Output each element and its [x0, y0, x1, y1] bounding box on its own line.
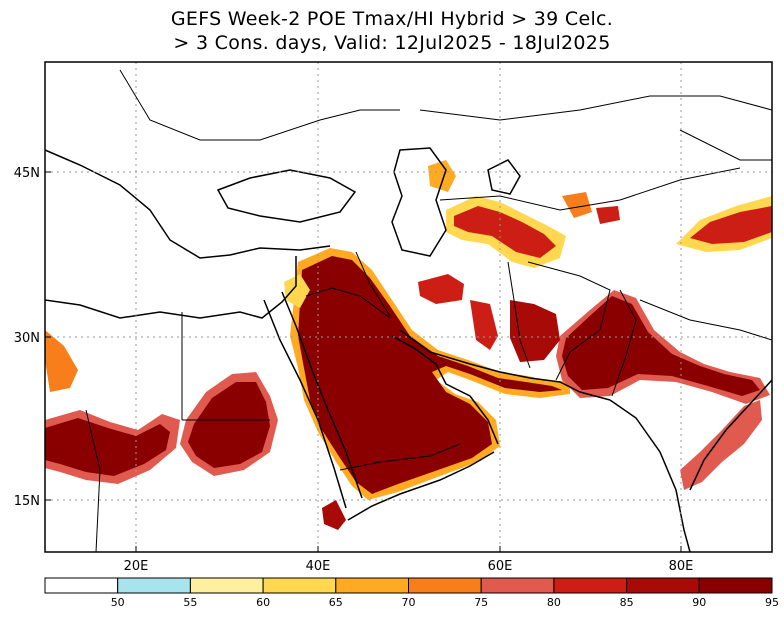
lat-label-30n: 30N: [14, 331, 40, 346]
chart-title-line-2: > 3 Cons. days, Valid: 12Jul2025 - 18Jul…: [173, 32, 611, 54]
colorbar-label-60: 60: [256, 596, 270, 609]
persian-gulf: [391, 335, 499, 445]
lat-label-45n: 45N: [14, 166, 40, 181]
colorbar-label-90: 90: [692, 596, 706, 609]
kazakh-spot-2: [596, 206, 620, 224]
border-russia-kazakh: [419, 95, 772, 121]
map-frame: [44, 61, 773, 553]
red-sea-west: [263, 299, 347, 509]
colorbar-swatch-9: [698, 577, 773, 594]
india-east-coast-line: [689, 379, 772, 491]
arabia-south-coast: [347, 451, 495, 521]
colorbar-label-85: 85: [620, 596, 634, 609]
sudan-core: [188, 382, 270, 468]
black-sea-coast: [216, 169, 357, 223]
colorbar-swatch-4: [335, 577, 409, 594]
arabia-core: [298, 256, 562, 494]
border-china-india: [639, 299, 772, 341]
border-chad: [85, 409, 101, 552]
chad-core: [45, 418, 170, 476]
mediterranean-south-coast: [45, 256, 297, 319]
color-scale-legend: 50 55 60 65 70 75 80 85 90 95: [44, 577, 779, 609]
lon-label-40e: 40E: [306, 559, 331, 574]
colorbar-swatch-0: [44, 577, 119, 594]
levant-spot: [284, 274, 310, 308]
kazakh-spot: [562, 192, 592, 218]
balkan-coast: [45, 149, 331, 259]
sw-afghan-cell: [510, 300, 560, 362]
colorbar-label-55: 55: [183, 596, 197, 609]
red-sea-east: [281, 291, 363, 499]
colorbar-swatch-8: [626, 577, 700, 594]
iran-south-coast: [399, 329, 611, 401]
graticule: [45, 62, 772, 552]
caspian-sea: [391, 147, 447, 257]
lon-label-60e: 60E: [488, 559, 513, 574]
border-iran-afghan: [507, 261, 531, 369]
india-west-coast: [609, 399, 691, 552]
colorbar-swatch-5: [408, 577, 482, 594]
border-mongolia: [679, 129, 772, 161]
libya-spot: [45, 330, 78, 392]
central-asia-core: [454, 206, 556, 258]
lat-label-15n: 15N: [14, 494, 40, 509]
coastlines: [45, 147, 772, 552]
colorbar-label-75: 75: [474, 596, 488, 609]
border-saudi-north: [305, 287, 391, 319]
chart-title-line-1: GEFS Week-2 POE Tmax/HI Hybrid > 39 Celc…: [170, 8, 614, 30]
india-east-coast: [680, 400, 762, 490]
colorbar-swatch-3: [262, 577, 337, 594]
border-afghan-pak: [527, 261, 611, 381]
pakistan-core: [562, 296, 760, 396]
colorbar-label-70: 70: [402, 596, 416, 609]
colorbar-swatch-2: [189, 577, 264, 594]
country-borders: [85, 69, 772, 552]
colorbar-swatch-6: [480, 577, 555, 594]
border-kazakh: [439, 167, 741, 211]
axis-ticks: [45, 171, 682, 552]
colorbar-label-80: 80: [547, 596, 561, 609]
colorbar-label-50: 50: [111, 596, 125, 609]
caspian-east-spot: [428, 160, 456, 192]
lon-label-20e: 20E: [124, 559, 149, 574]
lon-label-80e: 80E: [669, 559, 694, 574]
colorbar-swatch-7: [553, 577, 628, 594]
iran-east-streak: [470, 300, 498, 350]
border-east-europe: [119, 69, 400, 141]
iran-north-cell: [418, 274, 464, 304]
west-china-core: [690, 206, 772, 244]
aral-sea: [487, 159, 521, 195]
colorbar-swatch-1: [117, 577, 191, 594]
colorbar-label-65: 65: [329, 596, 343, 609]
border-saudi-south: [339, 443, 461, 471]
yemen-spot: [322, 500, 346, 530]
colorbar-label-95: 95: [765, 596, 779, 609]
border-pak-india: [611, 289, 637, 397]
border-iran-iraq: [355, 251, 391, 317]
